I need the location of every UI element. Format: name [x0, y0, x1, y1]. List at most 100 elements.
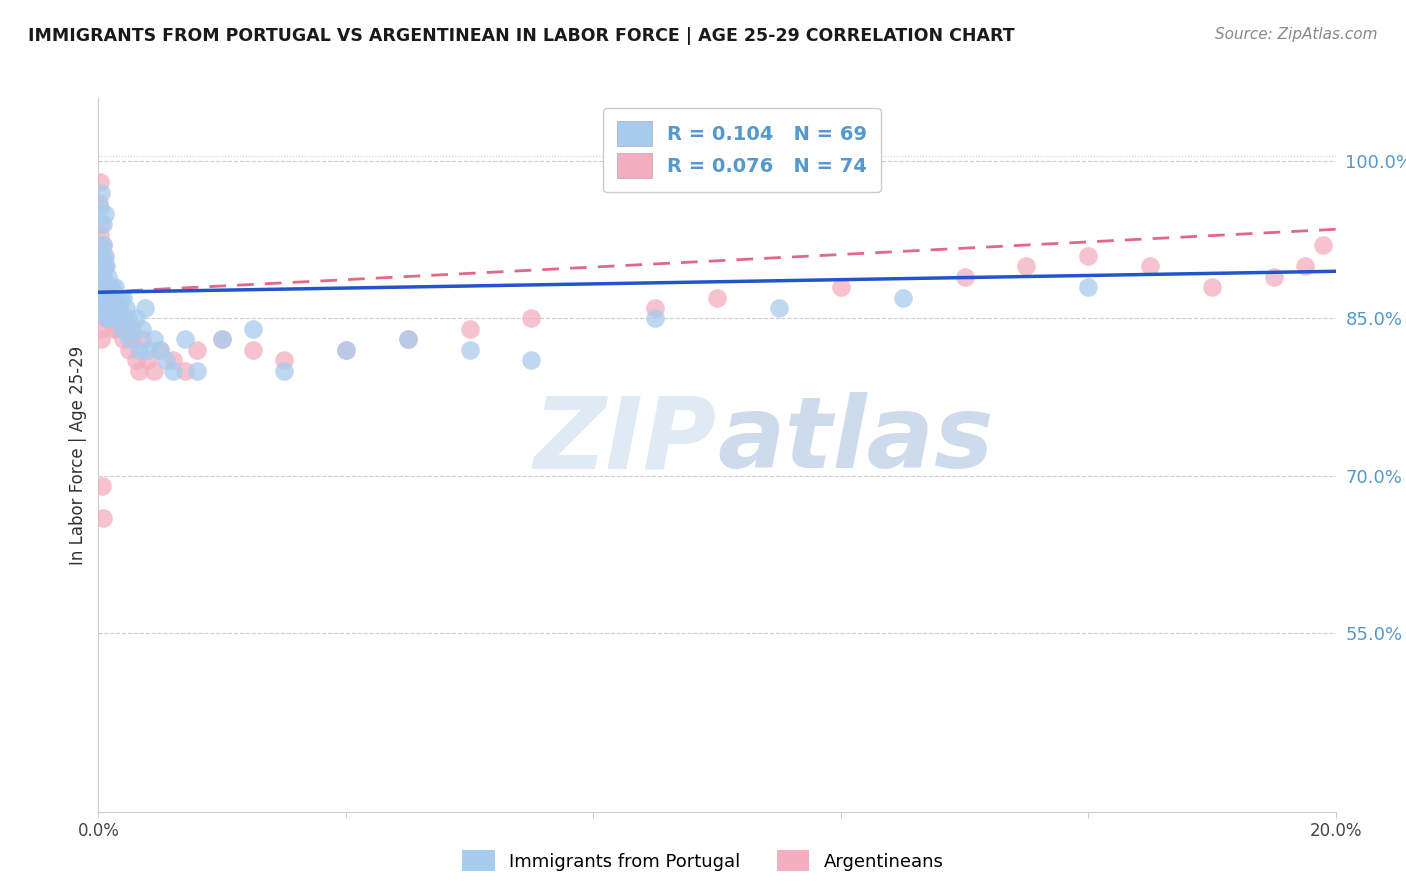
- Point: [1201, 280, 1223, 294]
- Point: [335, 343, 357, 357]
- Point: [101, 322, 124, 336]
- Point: [118, 333, 141, 347]
- Point: [89, 227, 111, 242]
- Point: [94, 280, 117, 294]
- Point: [90, 291, 112, 305]
- Point: [186, 364, 208, 378]
- Point: [97, 291, 120, 305]
- Point: [98, 291, 121, 305]
- Point: [96, 280, 118, 294]
- Point: [93, 280, 115, 294]
- Point: [89, 269, 111, 284]
- Point: [830, 280, 852, 294]
- Point: [706, 291, 728, 305]
- Point: [90, 248, 112, 262]
- Point: [96, 291, 118, 305]
- Point: [98, 301, 121, 315]
- Point: [335, 343, 357, 357]
- Point: [100, 301, 122, 315]
- Point: [93, 291, 115, 305]
- Point: [103, 301, 125, 315]
- Point: [105, 322, 128, 336]
- Point: [108, 301, 131, 315]
- Point: [94, 291, 117, 305]
- Point: [520, 353, 543, 368]
- Point: [242, 343, 264, 357]
- Point: [90, 269, 112, 284]
- Point: [101, 311, 124, 326]
- Point: [97, 301, 120, 315]
- Point: [117, 311, 139, 326]
- Point: [94, 291, 117, 305]
- Point: [94, 311, 117, 326]
- Point: [121, 333, 143, 347]
- Point: [93, 301, 115, 315]
- Point: [131, 322, 153, 336]
- Point: [96, 311, 118, 326]
- Point: [93, 301, 115, 315]
- Point: [93, 291, 115, 305]
- Point: [118, 343, 141, 357]
- Point: [112, 333, 135, 347]
- Point: [128, 343, 150, 357]
- Point: [186, 343, 208, 357]
- Point: [91, 291, 114, 305]
- Point: [90, 280, 112, 294]
- Point: [768, 301, 790, 315]
- Point: [136, 353, 159, 368]
- Point: [93, 269, 115, 284]
- Point: [174, 364, 197, 378]
- Point: [149, 343, 172, 357]
- Point: [97, 291, 120, 305]
- Point: [396, 333, 419, 347]
- Text: IMMIGRANTS FROM PORTUGAL VS ARGENTINEAN IN LABOR FORCE | AGE 25-29 CORRELATION C: IMMIGRANTS FROM PORTUGAL VS ARGENTINEAN …: [28, 27, 1015, 45]
- Point: [128, 364, 150, 378]
- Point: [93, 206, 115, 220]
- Point: [98, 280, 121, 294]
- Point: [89, 202, 111, 216]
- Point: [149, 343, 172, 357]
- Point: [105, 311, 128, 326]
- Point: [273, 353, 295, 368]
- Point: [1077, 280, 1099, 294]
- Point: [174, 333, 197, 347]
- Point: [162, 353, 184, 368]
- Point: [111, 322, 134, 336]
- Point: [91, 217, 114, 231]
- Point: [91, 301, 114, 315]
- Point: [101, 291, 124, 305]
- Point: [131, 333, 153, 347]
- Text: ZIP: ZIP: [534, 392, 717, 489]
- Point: [91, 479, 114, 493]
- Point: [91, 280, 114, 294]
- Point: [124, 353, 146, 368]
- Point: [89, 322, 111, 336]
- Point: [644, 301, 666, 315]
- Point: [94, 291, 117, 305]
- Point: [90, 333, 112, 347]
- Point: [1263, 269, 1285, 284]
- Point: [94, 259, 117, 273]
- Point: [97, 311, 120, 326]
- Point: [97, 311, 120, 326]
- Point: [1139, 259, 1161, 273]
- Point: [242, 322, 264, 336]
- Point: [1015, 259, 1038, 273]
- Point: [103, 301, 125, 315]
- Point: [143, 364, 166, 378]
- Point: [104, 291, 127, 305]
- Point: [91, 259, 114, 273]
- Point: [93, 301, 115, 315]
- Point: [91, 238, 114, 252]
- Point: [98, 311, 121, 326]
- Point: [89, 269, 111, 284]
- Point: [96, 301, 118, 315]
- Point: [396, 333, 419, 347]
- Point: [110, 311, 132, 326]
- Point: [89, 238, 111, 252]
- Point: [520, 311, 543, 326]
- Point: [134, 301, 156, 315]
- Legend: Immigrants from Portugal, Argentineans: Immigrants from Portugal, Argentineans: [456, 843, 950, 879]
- Point: [93, 259, 115, 273]
- Point: [458, 343, 481, 357]
